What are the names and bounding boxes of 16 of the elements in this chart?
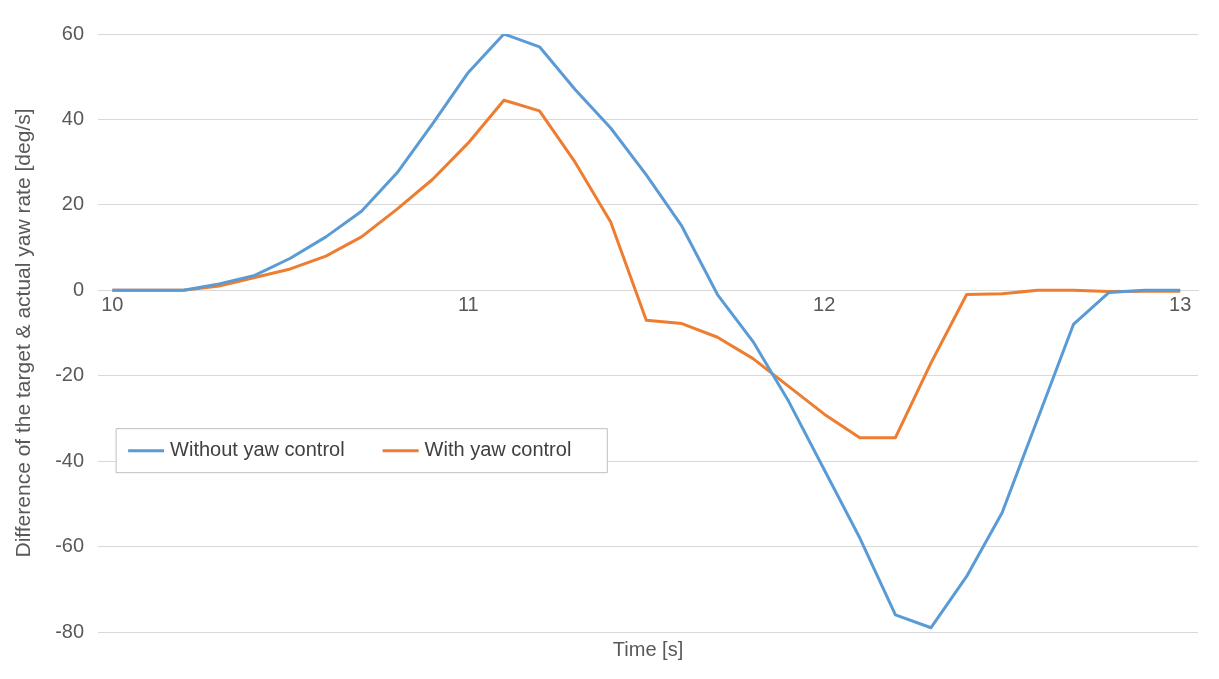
x-tick-label: 10 [101, 292, 124, 315]
legend-label: Without yaw control [170, 438, 345, 461]
x-tick-label: 13 [1169, 292, 1192, 315]
legend-label: With yaw control [424, 438, 572, 461]
y-tick-label: 40 [61, 106, 85, 129]
y-tick-label: -60 [55, 534, 85, 557]
x-tick-label: 11 [457, 292, 479, 315]
x-tick-label: 12 [813, 292, 836, 315]
y-tick-label: -20 [55, 363, 85, 386]
y-tick-label: -40 [55, 448, 85, 471]
y-axis-title: Difference of the target & actual yaw rate [deg/s] [11, 108, 35, 558]
y-tick-label: 0 [72, 277, 85, 300]
y-tick-label: 60 [61, 21, 85, 44]
x-axis-title: Time [s] [612, 637, 684, 660]
y-tick-label: 20 [61, 192, 85, 215]
y-tick-label: -80 [55, 619, 85, 642]
